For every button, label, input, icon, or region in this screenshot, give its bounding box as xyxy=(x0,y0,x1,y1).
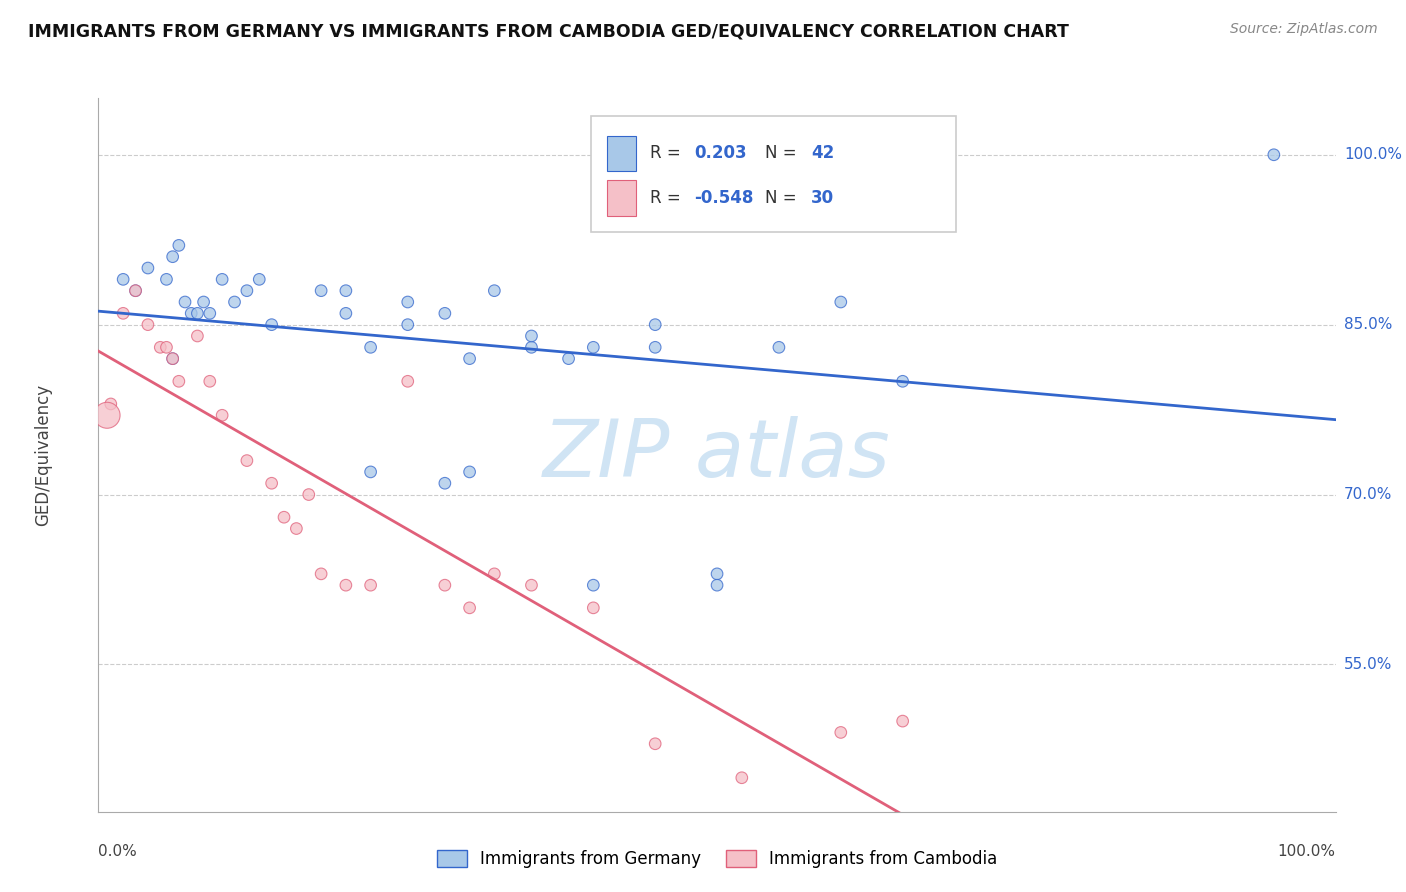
Text: -0.548: -0.548 xyxy=(695,189,754,207)
Point xyxy=(644,318,666,332)
Point xyxy=(186,329,208,343)
Point xyxy=(236,453,259,467)
Point xyxy=(520,340,543,354)
Point xyxy=(768,340,790,354)
Text: 0.0%: 0.0% xyxy=(98,844,138,859)
Point xyxy=(247,272,270,286)
Point xyxy=(211,409,233,423)
Text: ZIP atlas: ZIP atlas xyxy=(543,416,891,494)
Point xyxy=(180,306,202,320)
Text: 100.0%: 100.0% xyxy=(1344,147,1402,162)
Point xyxy=(298,487,321,501)
Text: R =: R = xyxy=(650,145,686,162)
Point xyxy=(830,295,852,310)
Text: IMMIGRANTS FROM GERMANY VS IMMIGRANTS FROM CAMBODIA GED/EQUIVALENCY CORRELATION : IMMIGRANTS FROM GERMANY VS IMMIGRANTS FR… xyxy=(28,22,1069,40)
Text: N =: N = xyxy=(765,145,801,162)
Point xyxy=(360,578,382,592)
Text: N =: N = xyxy=(765,189,801,207)
Point xyxy=(433,578,456,592)
Point xyxy=(830,725,852,739)
Point xyxy=(1263,147,1285,161)
Text: 42: 42 xyxy=(811,145,835,162)
Point xyxy=(891,374,914,388)
Point xyxy=(557,351,579,366)
Point xyxy=(706,566,728,581)
Point xyxy=(260,476,283,491)
Point xyxy=(167,238,190,252)
Point xyxy=(458,600,481,615)
Point xyxy=(309,566,332,581)
Point xyxy=(124,284,146,298)
Text: 55.0%: 55.0% xyxy=(1344,657,1392,672)
Point xyxy=(100,397,122,411)
Point xyxy=(167,374,190,388)
Point xyxy=(136,260,159,275)
Point xyxy=(162,250,184,264)
Point xyxy=(112,272,135,286)
Point xyxy=(458,465,481,479)
Point xyxy=(396,374,419,388)
Point xyxy=(224,295,246,310)
Point xyxy=(155,272,177,286)
Point xyxy=(186,306,208,320)
Point xyxy=(112,306,135,320)
Point xyxy=(396,295,419,310)
Point xyxy=(193,295,215,310)
Text: R =: R = xyxy=(650,189,686,207)
Point xyxy=(162,351,184,366)
Point xyxy=(706,578,728,592)
Point xyxy=(285,522,308,536)
Point xyxy=(891,714,914,728)
Point xyxy=(360,465,382,479)
Text: 0.203: 0.203 xyxy=(695,145,747,162)
Point xyxy=(149,340,172,354)
Point xyxy=(198,306,221,320)
Point xyxy=(273,510,295,524)
Point xyxy=(396,318,419,332)
Point xyxy=(174,295,197,310)
Point xyxy=(198,374,221,388)
Point xyxy=(124,284,146,298)
Point xyxy=(335,306,357,320)
Point xyxy=(335,284,357,298)
Text: Source: ZipAtlas.com: Source: ZipAtlas.com xyxy=(1230,22,1378,37)
Point xyxy=(484,566,506,581)
Point xyxy=(155,340,177,354)
Text: GED/Equivalency: GED/Equivalency xyxy=(34,384,52,526)
Text: 100.0%: 100.0% xyxy=(1278,844,1336,859)
Point xyxy=(360,340,382,354)
Point xyxy=(335,578,357,592)
Text: 30: 30 xyxy=(811,189,834,207)
Point xyxy=(582,340,605,354)
Point xyxy=(433,476,456,491)
Legend: Immigrants from Germany, Immigrants from Cambodia: Immigrants from Germany, Immigrants from… xyxy=(430,843,1004,875)
Point xyxy=(211,272,233,286)
Point xyxy=(260,318,283,332)
Point xyxy=(458,351,481,366)
Point xyxy=(236,284,259,298)
Text: 70.0%: 70.0% xyxy=(1344,487,1392,502)
Point xyxy=(309,284,332,298)
Point xyxy=(96,409,118,423)
Text: 85.0%: 85.0% xyxy=(1344,318,1392,332)
Point xyxy=(520,329,543,343)
Point xyxy=(433,306,456,320)
Point xyxy=(644,737,666,751)
Point xyxy=(484,284,506,298)
Point xyxy=(582,600,605,615)
Point xyxy=(731,771,754,785)
Point xyxy=(582,578,605,592)
Point xyxy=(136,318,159,332)
Point xyxy=(520,578,543,592)
Point xyxy=(644,340,666,354)
Point xyxy=(162,351,184,366)
